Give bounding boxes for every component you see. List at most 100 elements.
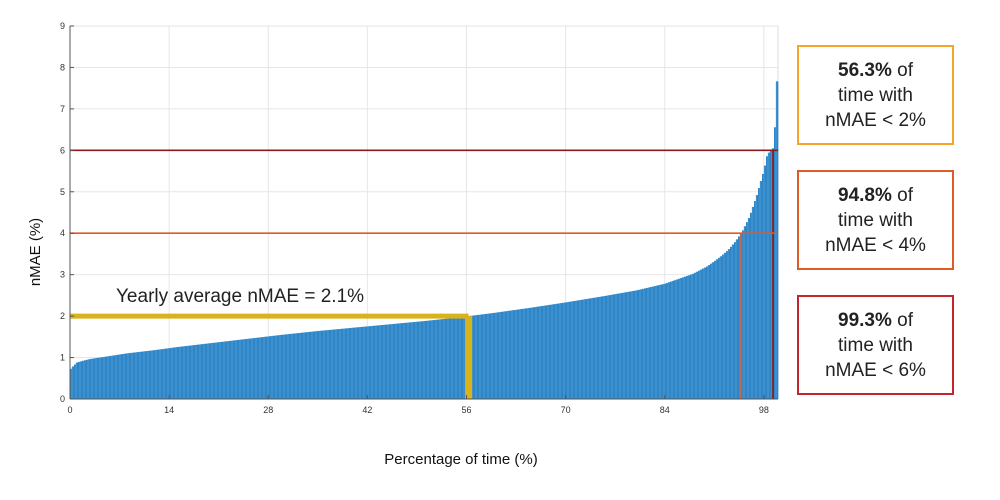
bar [108, 356, 111, 399]
bar [506, 311, 509, 399]
bar [764, 165, 767, 399]
bar [264, 336, 267, 399]
callout-text: nMAE < 2% [825, 109, 926, 131]
bar [634, 290, 637, 399]
bar [712, 262, 715, 399]
bar [244, 339, 247, 399]
bar [230, 340, 233, 399]
bar [636, 290, 639, 399]
bar [410, 322, 413, 399]
bar [660, 284, 663, 399]
bar [646, 287, 649, 399]
bar [724, 252, 727, 399]
bar [422, 321, 425, 399]
bar [758, 188, 761, 399]
bar [702, 268, 705, 399]
bar [420, 321, 423, 399]
bar [602, 296, 605, 399]
bar [148, 350, 151, 399]
bar [102, 357, 105, 399]
bar [680, 278, 683, 399]
bar [242, 339, 245, 399]
bar [626, 292, 629, 399]
bar [236, 340, 239, 399]
bar [708, 265, 711, 399]
bar [648, 287, 651, 399]
bar [92, 358, 95, 399]
bar [642, 288, 645, 399]
bar [166, 348, 169, 399]
bar [186, 345, 189, 399]
bar [386, 324, 389, 399]
bar [624, 292, 627, 399]
bar [750, 212, 753, 399]
callout-text: of [891, 309, 913, 331]
callout-text: time with [838, 334, 913, 356]
callout-under-2pct: 56.3% of time with nMAE < 2% [797, 45, 954, 145]
yearly-average-annotation: Yearly average nMAE = 2.1% [116, 286, 364, 307]
bar [132, 352, 135, 399]
bar [706, 266, 709, 399]
bar [502, 311, 505, 399]
bar [434, 319, 437, 399]
bar [110, 355, 113, 399]
bar [540, 306, 543, 399]
bar [504, 311, 507, 399]
bar [252, 338, 255, 399]
bar [292, 333, 295, 399]
bar [210, 343, 213, 399]
bar [628, 291, 631, 399]
bar [700, 269, 703, 399]
bar [226, 341, 229, 399]
bar [316, 331, 319, 399]
bar [746, 222, 749, 399]
bar [372, 325, 375, 399]
bar [378, 325, 381, 399]
bar [536, 306, 539, 399]
bar [766, 156, 769, 399]
bar [270, 336, 273, 399]
bar [450, 318, 453, 399]
bar [278, 335, 281, 399]
bar [172, 347, 175, 399]
bar [656, 285, 659, 399]
bar [310, 331, 313, 399]
bar [188, 345, 191, 399]
bar [650, 287, 653, 399]
y-tick-label: 9 [60, 21, 65, 31]
bar [298, 333, 301, 399]
bar [576, 300, 579, 399]
bar [436, 319, 439, 399]
bar [550, 304, 553, 399]
bar [158, 349, 161, 399]
bar [432, 320, 435, 399]
bar [458, 317, 461, 399]
bar [692, 273, 695, 399]
bar [184, 346, 187, 399]
bar [418, 321, 421, 399]
bar [478, 314, 481, 399]
bar [240, 339, 243, 399]
bar [360, 326, 363, 399]
bar [670, 281, 673, 399]
bar [324, 330, 327, 399]
bar [594, 297, 597, 399]
bar [682, 277, 685, 399]
bar [542, 305, 545, 399]
bar [526, 308, 529, 399]
bar [408, 322, 411, 399]
bar [584, 299, 587, 399]
bar [124, 353, 127, 399]
bar [762, 174, 765, 399]
bar [130, 352, 133, 399]
bar [444, 318, 447, 399]
y-tick-label: 2 [60, 311, 65, 321]
bar [160, 349, 163, 399]
bar [686, 275, 689, 399]
bar [524, 308, 527, 399]
bar [116, 354, 119, 399]
bar [586, 298, 589, 399]
bar [256, 337, 259, 399]
bar [694, 272, 697, 399]
bar [514, 309, 517, 399]
